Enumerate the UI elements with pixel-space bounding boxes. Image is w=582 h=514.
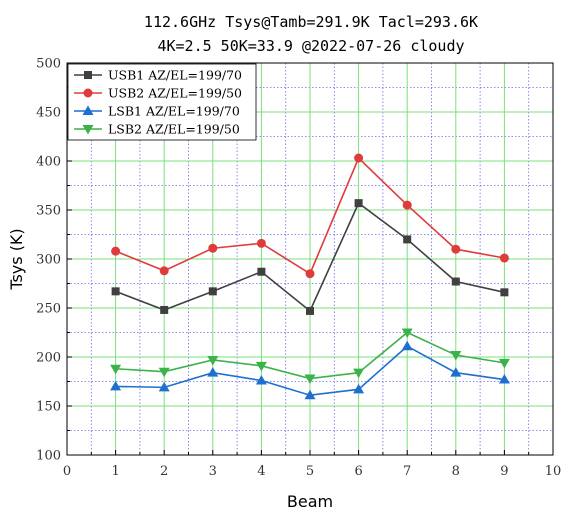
y-tick-label: 300 (36, 253, 61, 268)
legend: USB1 AZ/EL=199/70 USB2 AZ/EL=199/50 LSB1 A… (67, 63, 257, 141)
legend-label: USB2 AZ/EL=199/50 (108, 86, 242, 101)
x-tick-label: 8 (452, 464, 460, 479)
data-point (450, 367, 462, 377)
legend-entry-3: LSB1 AZ/EL=199/70 (74, 104, 240, 119)
y-tick-label: 250 (36, 302, 61, 317)
data-point (402, 200, 412, 210)
y-axis-label: Tsys (K) (7, 228, 26, 290)
y-tick-label: 150 (36, 400, 61, 415)
series-layer (110, 153, 510, 400)
legend-entry-4: LSB2 AZ/EL=199/50 (74, 122, 240, 137)
x-tick-label: 10 (545, 464, 562, 479)
data-point (500, 288, 509, 297)
data-point (207, 367, 219, 377)
data-point (451, 244, 461, 254)
series-2 (111, 153, 509, 279)
data-point (354, 199, 363, 208)
chart-title-line-2: 4K=2.5 50K=33.9 @2022-07-26 cloudy (157, 37, 464, 55)
x-tick-label: 2 (160, 464, 168, 479)
data-point (403, 235, 412, 244)
x-tick-label: 0 (63, 464, 71, 479)
y-tick-label: 200 (36, 351, 61, 366)
x-tick-label: 5 (306, 464, 314, 479)
y-tick-label: 400 (36, 155, 61, 170)
series-3 (110, 340, 510, 400)
data-point (305, 269, 315, 279)
data-point (353, 368, 365, 379)
data-point (255, 375, 267, 385)
data-point (111, 246, 121, 256)
data-point (498, 374, 510, 384)
data-point (401, 328, 413, 338)
legend-entry-2: USB2 AZ/EL=199/50 (74, 86, 242, 101)
y-tick-label: 500 (36, 57, 61, 72)
data-point (110, 380, 122, 391)
series-4 (110, 328, 510, 385)
legend-entry-1: USB1 AZ/EL=199/70 (74, 68, 242, 83)
legend-marker (84, 71, 92, 79)
y-tick-label: 350 (36, 204, 61, 219)
x-tick-label: 6 (354, 464, 362, 479)
data-point (450, 351, 462, 361)
data-point (158, 381, 170, 392)
x-tick-label: 4 (257, 464, 265, 479)
data-point (498, 358, 510, 369)
data-point (306, 306, 314, 315)
y-tick-label: 450 (36, 106, 61, 121)
data-point (159, 266, 169, 276)
data-point (401, 340, 413, 351)
data-point (255, 361, 267, 372)
legend-label: USB1 AZ/EL=199/70 (108, 68, 242, 83)
legend-marker (82, 125, 94, 135)
data-point (499, 253, 509, 263)
data-point (304, 389, 316, 400)
x-tick-label: 3 (209, 464, 217, 479)
data-point (451, 277, 460, 286)
legend-label: LSB2 AZ/EL=199/50 (108, 122, 240, 137)
data-point (208, 287, 217, 296)
data-point (354, 153, 364, 163)
chart-title-line-1: 112.6GHz Tsys@Tamb=291.9K Tacl=293.6K (144, 13, 478, 31)
x-tick-label: 7 (403, 464, 411, 479)
legend-label: LSB1 AZ/EL=199/70 (108, 104, 240, 119)
legend-marker (83, 88, 93, 98)
x-axis-label: Beam (287, 492, 333, 511)
axis-ticks: 0 1 2 3 4 5 6 7 8 9 10 100 150 200 250 300 350 400 450 500 (36, 57, 561, 480)
data-point (160, 305, 169, 314)
data-point (208, 243, 218, 253)
legend-marker (82, 105, 94, 115)
data-point (257, 267, 266, 276)
series-1 (111, 199, 509, 315)
legend-box (67, 63, 257, 141)
x-tick-label: 9 (500, 464, 508, 479)
data-point (304, 374, 316, 385)
data-point (256, 238, 266, 248)
data-point (207, 355, 219, 366)
data-point (353, 383, 365, 394)
y-tick-label: 100 (36, 449, 61, 464)
data-point (111, 287, 120, 296)
data-point (110, 364, 122, 375)
data-point (158, 367, 170, 378)
x-tick-label: 1 (111, 464, 119, 479)
